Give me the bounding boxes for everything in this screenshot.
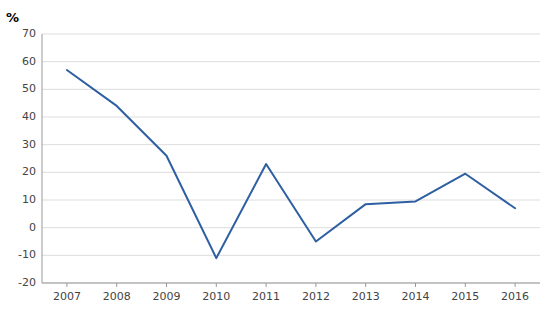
x-tick: [216, 283, 217, 287]
grid-line: [42, 255, 540, 256]
x-tick-label: 2015: [451, 290, 479, 303]
grid-line: [42, 227, 540, 228]
y-tick-label: -20: [18, 276, 36, 289]
y-tick-label: 40: [22, 110, 36, 123]
grid-line: [42, 144, 540, 145]
x-tick-label: 2007: [53, 290, 81, 303]
grid-line: [42, 34, 540, 35]
x-tick-label: 2016: [501, 290, 529, 303]
x-tick: [166, 283, 167, 287]
y-tick-label: 60: [22, 55, 36, 68]
x-tick: [266, 283, 267, 287]
y-tick-label: 30: [22, 138, 36, 151]
x-tick-label: 2011: [252, 290, 280, 303]
y-tick-label: 20: [22, 165, 36, 178]
plot-area: [67, 70, 515, 258]
grid-line: [42, 61, 540, 62]
x-tick-label: 2008: [103, 290, 131, 303]
x-tick: [116, 283, 117, 287]
y-axis-line: [42, 34, 43, 283]
y-tick-label: 10: [22, 193, 36, 206]
grid: [42, 34, 540, 283]
y-tick-label: -10: [18, 248, 36, 261]
chart-container: -20 -10 0 10 20 30 40 50 60 70 2007 2008 2009 2010 201…: [0, 0, 556, 313]
x-tick-label: 2014: [402, 290, 430, 303]
grid-line: [42, 172, 540, 173]
y-tick-labels: -20 -10 0 10 20 30 40 50 60 70: [18, 27, 36, 289]
x-tick: [365, 283, 366, 287]
x-tick-label: 2009: [153, 290, 181, 303]
x-tick-label: 2010: [202, 290, 230, 303]
x-tick-label: 2012: [302, 290, 330, 303]
y-tick-label: 70: [22, 27, 36, 40]
x-tick: [415, 283, 416, 287]
x-tick: [315, 283, 316, 287]
y-tick-label: 0: [29, 221, 36, 234]
x-tick: [66, 283, 67, 287]
x-ticks: 2007 2008 2009 2010 2011 2012 2013 2014 2015 2016: [53, 283, 529, 303]
grid-line: [42, 89, 540, 90]
y-axis-label: %: [6, 10, 19, 25]
y-tick-label: 50: [22, 82, 36, 95]
grid-line: [42, 117, 540, 118]
x-tick-label: 2013: [352, 290, 380, 303]
x-tick: [515, 283, 516, 287]
chart-svg: -20 -10 0 10 20 30 40 50 60 70 2007 2008 2009 2010 201…: [0, 0, 556, 313]
x-tick: [465, 283, 466, 287]
line: [67, 70, 515, 258]
grid-line: [42, 200, 540, 201]
